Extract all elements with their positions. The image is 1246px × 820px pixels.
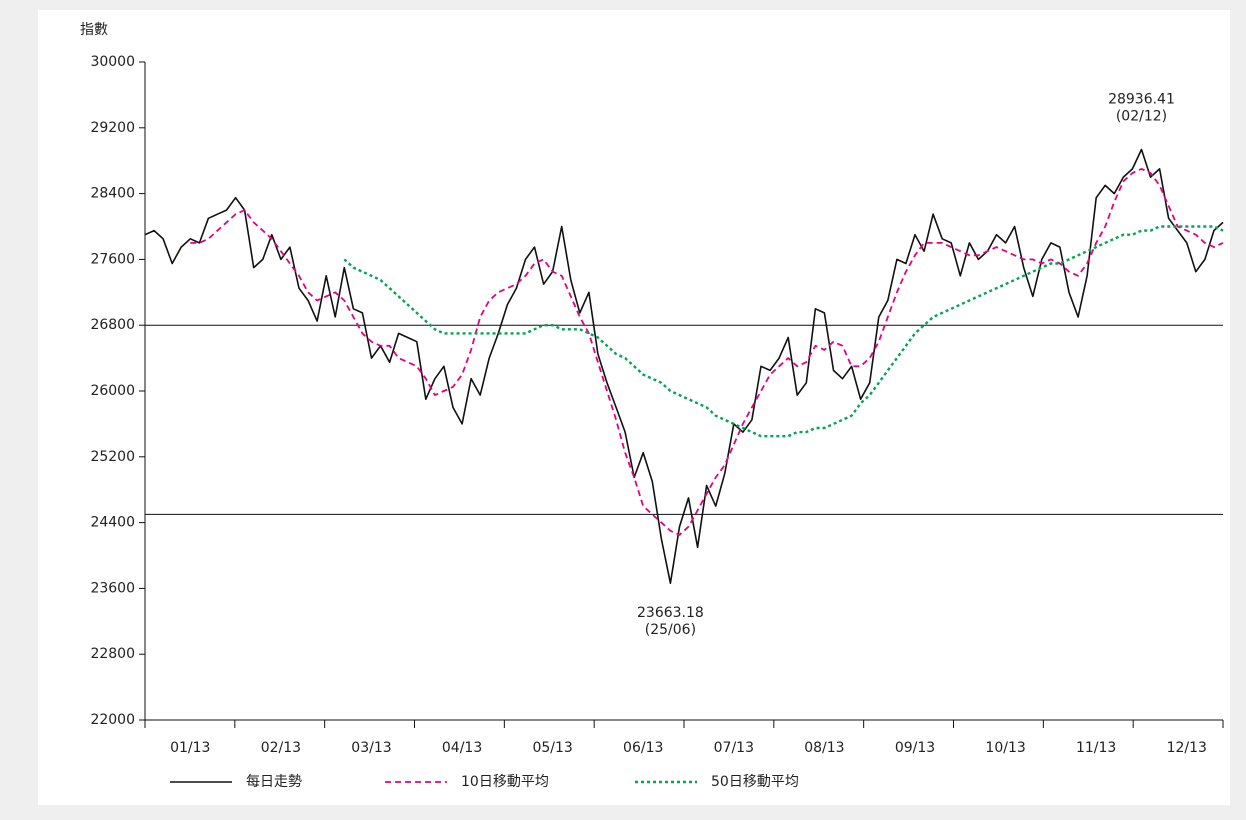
series-line	[190, 168, 1224, 536]
x-tick-label: 05/13	[532, 740, 572, 756]
x-tick-label: 03/13	[351, 740, 391, 756]
annotation-value: 23663.18	[637, 605, 704, 621]
y-tick-label: 23600	[90, 580, 135, 596]
x-tick-label: 02/13	[261, 740, 301, 756]
y-tick-label: 27600	[90, 251, 135, 267]
y-tick-label: 25200	[90, 449, 135, 465]
series-line	[343, 225, 1224, 438]
x-tick-label: 06/13	[623, 740, 663, 756]
x-tick-label: 04/13	[442, 740, 482, 756]
x-tick-label: 01/13	[170, 740, 210, 756]
y-tick-label: 22800	[90, 646, 135, 662]
x-tick-label: 12/13	[1167, 740, 1207, 756]
annotation-date: (25/06)	[645, 622, 696, 638]
y-tick-label: 29200	[90, 120, 135, 136]
panel	[38, 10, 1230, 805]
y-tick-label: 30000	[90, 54, 135, 70]
series-line	[144, 148, 1224, 584]
legend-label: 每日走勢	[246, 774, 302, 790]
y-tick-label: 28400	[90, 186, 135, 202]
x-tick-label: 11/13	[1076, 740, 1116, 756]
legend-label: 50日移動平均	[711, 774, 799, 790]
y-tick-label: 22000	[90, 712, 135, 728]
x-tick-label: 08/13	[804, 740, 844, 756]
y-tick-label: 24400	[90, 515, 135, 531]
legend-label: 10日移動平均	[461, 774, 549, 790]
y-tick-label: 26800	[90, 317, 135, 333]
x-tick-label: 10/13	[985, 740, 1025, 756]
annotation-value: 28936.41	[1108, 91, 1175, 107]
x-tick-label: 07/13	[714, 740, 754, 756]
annotation-date: (02/12)	[1116, 108, 1167, 124]
y-tick-label: 26000	[90, 383, 135, 399]
x-tick-label: 09/13	[895, 740, 935, 756]
y-axis-label: 指數	[80, 22, 108, 38]
